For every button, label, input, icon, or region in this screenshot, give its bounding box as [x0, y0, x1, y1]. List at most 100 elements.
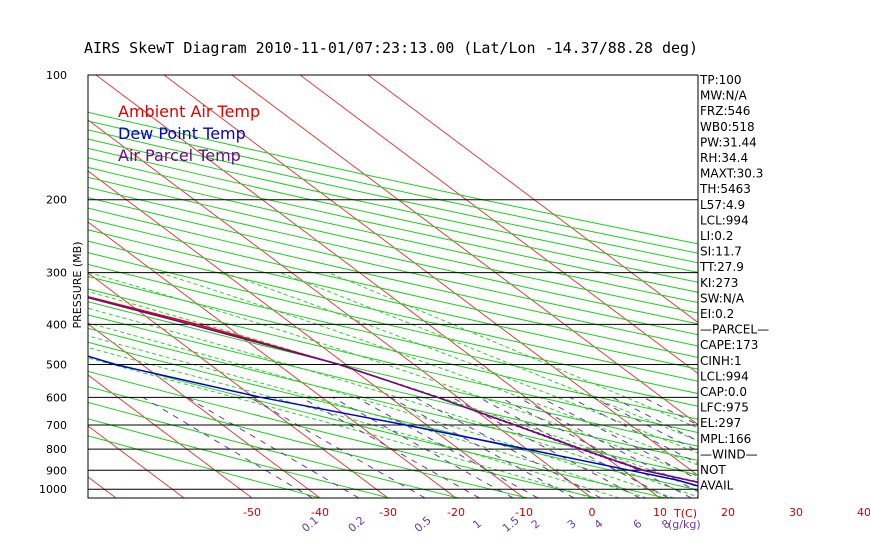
dry-adiabat-line [88, 252, 698, 395]
dry-adiabat-line [88, 288, 698, 434]
stat-line: NOT [700, 463, 726, 477]
mixing-ratio-line [186, 396, 360, 498]
stat-line: PW:31.44 [700, 135, 757, 149]
isotherm-line [88, 425, 185, 498]
isotherm-line [95, 75, 661, 498]
pressure-tick-label: 900 [46, 464, 67, 477]
dry-adiabat-line [88, 120, 698, 254]
stat-line: MAXT:30.3 [700, 167, 763, 181]
stat-line: —WIND— [700, 447, 758, 461]
stat-line: KI:273 [700, 276, 738, 290]
plot-frame [87, 74, 699, 499]
stat-line: SW:N/A [700, 291, 745, 305]
stat-line: CAPE:173 [700, 338, 758, 352]
stat-line: AVAIL [700, 479, 734, 493]
dry-adiabat-line [88, 229, 698, 370]
legend-entry: Ambient Air Temp [118, 102, 260, 121]
parcel-temp-profile [88, 296, 698, 483]
series-layer [88, 296, 698, 487]
mixing-ratio-line [414, 396, 602, 498]
mixing-ratio-line [539, 396, 698, 480]
pressure-tick-label: 400 [46, 318, 67, 331]
chart-title: AIRS SkewT Diagram 2010-11-01/07:23:13.0… [84, 39, 698, 57]
mixing-ratio-tick-label: 3 [565, 517, 579, 531]
moist-adiabat-line [88, 272, 698, 477]
isotherm-line [367, 75, 698, 324]
mixing-ratio-unit-label: (g/kg) [668, 518, 701, 531]
stat-line: TH:5463 [699, 182, 751, 196]
mixing-ratio-tick-label: 4 [592, 517, 606, 531]
dry-adiabat-line [88, 176, 698, 314]
legend-entry: Dew Point Temp [118, 124, 246, 143]
dry-adiabat-line [88, 435, 321, 498]
moist-adiabat-line [279, 272, 698, 442]
stat-line: MW:N/A [700, 89, 748, 103]
stat-line: EL:297 [700, 416, 741, 430]
dry-adiabat-line [88, 207, 698, 347]
dry-adiabat-line [88, 370, 597, 498]
stat-line: MPL:166 [700, 432, 751, 446]
mixing-ratio-tick-label: 0.5 [412, 514, 434, 535]
bottom-temp-tick-label: 0 [589, 506, 596, 519]
mixing-ratio-line [300, 396, 480, 498]
mixing-ratio-line [451, 396, 641, 498]
isotherm-line [231, 75, 698, 426]
dry-adiabat-line [88, 166, 698, 304]
mixing-ratio-line [592, 396, 698, 452]
bottom-temp-tick-label: 40 [857, 506, 870, 519]
dry-adiabat-line [88, 314, 698, 461]
mixing-ratio-line [517, 396, 698, 493]
y-axis-label: PRESSURE (MB) [71, 242, 84, 329]
pressure-tick-label: 800 [46, 443, 67, 456]
pressure-tick-label: 200 [46, 194, 67, 207]
moist-adiabat-line [158, 272, 698, 466]
pressure-tick-label: 300 [46, 267, 67, 280]
stat-line: SI:11.7 [700, 245, 742, 259]
stat-line: WB0:518 [700, 120, 755, 134]
bottom-temp-tick-label: 30 [789, 506, 803, 519]
legend-entry: Air Parcel Temp [118, 146, 241, 165]
legend: Ambient Air Temp Dew Point Temp Air Parcel… [118, 102, 260, 165]
bottom-temp-tick-label: -20 [447, 506, 465, 519]
mixing-ratio-line [389, 396, 575, 498]
stat-line: TP:100 [699, 73, 742, 87]
isotherm-line [88, 323, 321, 498]
moist-adiabat-line [328, 272, 698, 429]
bottom-temp-tick-label: -10 [515, 506, 533, 519]
x-axis-unit-label: T(C) [673, 507, 697, 520]
dry-adiabat-line [88, 240, 698, 382]
dry-adiabat-line [88, 386, 528, 498]
dry-adiabat-line [88, 147, 698, 283]
pressure-tick-label: 700 [46, 419, 67, 432]
isotherm-line [299, 75, 698, 375]
dry-adiabat-line [88, 138, 698, 273]
dry-adiabat-line [88, 197, 698, 336]
dry-adiabat-line [88, 263, 698, 407]
dry-adiabat-line [88, 275, 698, 420]
bottom-temp-tick-label: -30 [379, 506, 397, 519]
isotherm-line [0, 75, 48, 498]
stat-line: EI:0.2 [700, 307, 734, 321]
moist-adiabat-line [88, 322, 674, 498]
stat-line: —PARCEL— [700, 323, 769, 337]
mixing-ratio-tick-label: 1 [470, 517, 484, 531]
mixing-ratio-line [355, 396, 539, 498]
dry-adiabat-line [88, 129, 698, 264]
mixing-ratio-line [142, 396, 313, 498]
dry-adiabat-line [88, 157, 698, 293]
bottom-temp-tick-label: 20 [721, 506, 735, 519]
stat-line: LCL:994 [700, 369, 749, 383]
stat-line: LI:0.2 [700, 229, 733, 243]
dry-adiabat-line [88, 401, 459, 498]
bottom-temp-tick-label: -50 [243, 506, 261, 519]
dry-adiabat-line [88, 356, 666, 498]
pressure-tick-label: 100 [46, 69, 67, 82]
bottom-temp-tick-label: -40 [311, 506, 329, 519]
moist-adiabat-line [88, 307, 698, 498]
stat-line: RH:34.4 [700, 151, 748, 165]
mixing-ratio-line [332, 396, 514, 498]
stat-line: LCL:994 [700, 213, 749, 227]
pressure-tick-label: 600 [46, 391, 67, 404]
